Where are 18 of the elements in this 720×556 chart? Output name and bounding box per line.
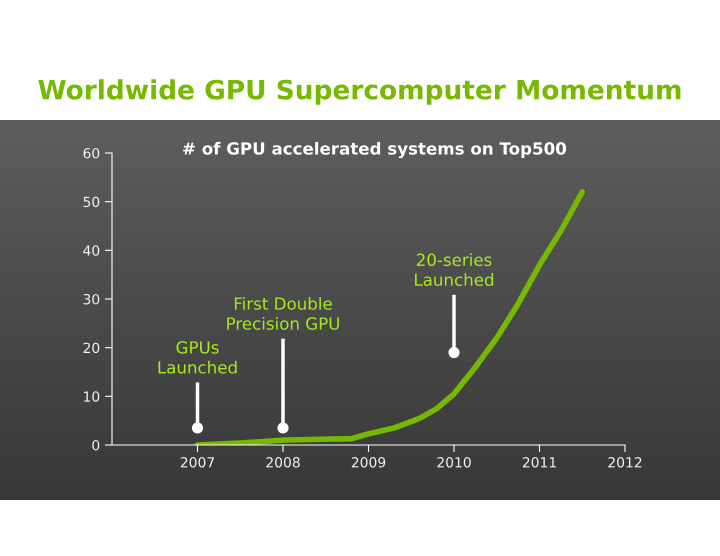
y-tick-label: 30: [84, 294, 100, 304]
chart-subtitle: # of GPU accelerated systems on Top500: [183, 142, 566, 158]
annotation: GPUs Launched: [158, 341, 237, 374]
y-tick-label: 0: [92, 440, 100, 450]
y-tick-label: 10: [84, 391, 100, 402]
y-tick-label: 40: [83, 245, 100, 256]
x-tick-label: 2007: [180, 457, 214, 468]
y-tick-label: 60: [83, 148, 100, 158]
y-tick-label: 50: [84, 196, 100, 208]
x-tick-label: 2011: [522, 457, 556, 468]
annotation: 20-series Launched: [415, 253, 494, 286]
x-tick-label: 2012: [608, 457, 642, 468]
x-tick-label: 2010: [437, 457, 471, 468]
x-tick-label: 2008: [266, 457, 300, 468]
y-tick-label: 20: [84, 342, 100, 354]
x-tick-label: 2009: [352, 457, 386, 468]
chart-title: Worldwide GPU Supercomputer Momentum: [38, 79, 680, 105]
annotation: First Double Precision GPU: [227, 297, 339, 330]
